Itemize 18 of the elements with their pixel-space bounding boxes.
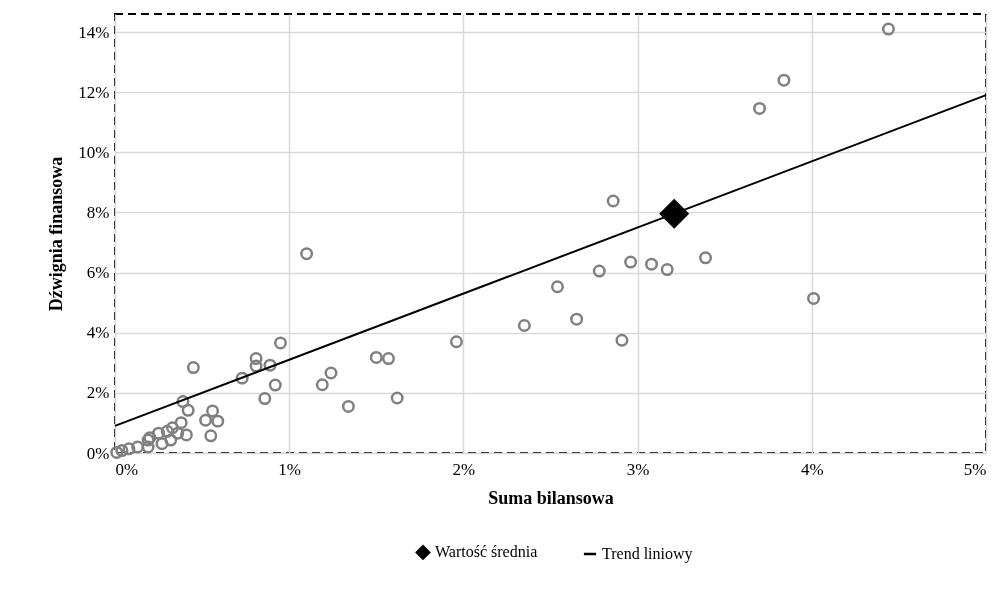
x-tick-label: 5% — [963, 459, 987, 479]
y-tick-label: 14% — [78, 22, 110, 42]
x-tick-label: 2% — [452, 459, 476, 479]
x-tick-label: 3% — [626, 459, 650, 479]
y-axis-title: Dźwignia finansowa — [46, 156, 67, 312]
y-tick-label: 2% — [86, 383, 110, 403]
y-tick-label: 12% — [78, 82, 110, 102]
y-tick-label: 0% — [86, 443, 110, 463]
legend-label: Wartość średnia — [435, 543, 538, 561]
y-tick-label: 10% — [78, 142, 110, 162]
y-tick-label: 6% — [86, 263, 110, 283]
x-tick-label: 1% — [278, 459, 302, 479]
x-tick-label: 4% — [800, 459, 824, 479]
y-tick-label: 8% — [86, 202, 110, 222]
legend-label: Trend liniowy — [602, 545, 693, 563]
x-tick-label: 0% — [115, 459, 139, 479]
x-axis-title: Suma bilansowa — [488, 487, 614, 508]
y-tick-label: 4% — [86, 323, 110, 343]
